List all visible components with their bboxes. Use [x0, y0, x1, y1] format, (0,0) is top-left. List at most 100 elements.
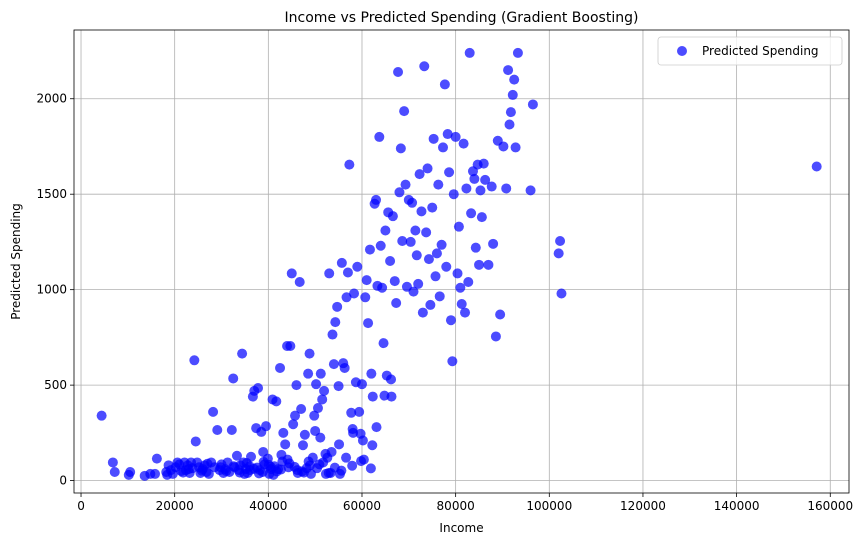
data-point	[333, 381, 344, 392]
data-point	[237, 348, 248, 359]
data-point	[228, 373, 239, 384]
data-point	[253, 382, 264, 393]
data-point	[512, 47, 523, 58]
chart-title: Income vs Predicted Spending (Gradient B…	[285, 10, 639, 26]
data-point	[387, 211, 398, 222]
data-point	[377, 282, 388, 293]
data-point	[297, 466, 308, 477]
data-point	[474, 259, 485, 270]
data-point	[196, 465, 207, 476]
data-point	[202, 458, 213, 469]
data-point	[490, 331, 501, 342]
data-point	[425, 299, 436, 310]
data-point	[309, 410, 320, 421]
x-tick-label: 60000	[343, 499, 381, 513]
data-point	[399, 106, 410, 117]
data-point	[349, 288, 360, 299]
data-point	[423, 254, 434, 265]
data-point	[461, 183, 472, 194]
data-point	[431, 248, 442, 259]
data-point	[286, 268, 297, 279]
data-point	[417, 307, 428, 318]
data-point	[330, 317, 341, 328]
data-point	[527, 99, 538, 110]
data-point	[504, 119, 515, 130]
legend-box	[657, 36, 843, 66]
x-tick-label: 140000	[714, 499, 760, 513]
data-point	[342, 267, 353, 278]
data-point	[289, 461, 300, 472]
data-point	[395, 143, 406, 154]
data-point	[507, 89, 518, 100]
data-point	[380, 225, 391, 236]
data-point	[263, 459, 274, 470]
data-point	[268, 469, 279, 480]
data-point	[438, 142, 449, 153]
data-point	[466, 208, 477, 219]
data-point	[299, 429, 310, 440]
data-point	[450, 131, 461, 142]
data-point	[356, 379, 367, 390]
data-point	[428, 133, 439, 144]
data-point	[509, 74, 520, 85]
data-point	[464, 47, 475, 58]
data-point	[391, 298, 402, 309]
y-tick-label: 500	[44, 378, 67, 392]
y-tick-label: 2000	[36, 92, 67, 106]
data-point	[303, 368, 314, 379]
data-point	[260, 421, 271, 432]
data-point	[386, 374, 397, 385]
data-point	[455, 282, 466, 293]
data-point	[408, 286, 419, 297]
data-point	[189, 355, 200, 366]
data-point	[460, 307, 471, 318]
data-point	[411, 250, 422, 261]
data-point	[280, 439, 291, 450]
data-point	[405, 236, 416, 247]
data-point	[320, 468, 331, 479]
x-tick-label: 100000	[526, 499, 572, 513]
data-point	[318, 457, 329, 468]
data-point	[96, 410, 107, 421]
data-point	[419, 61, 430, 72]
data-point	[436, 239, 447, 250]
data-point	[505, 107, 516, 118]
data-point	[378, 338, 389, 349]
data-point	[413, 278, 424, 289]
data-point	[315, 368, 326, 379]
data-point	[371, 194, 382, 205]
data-point	[469, 173, 480, 184]
data-point	[495, 309, 506, 320]
data-point	[291, 380, 302, 391]
data-point	[444, 167, 455, 178]
data-point	[221, 466, 232, 477]
data-point	[319, 385, 330, 396]
data-point	[360, 292, 371, 303]
data-point	[478, 158, 489, 169]
data-point	[486, 181, 497, 192]
data-point	[226, 424, 237, 435]
data-point	[470, 242, 481, 253]
data-point	[427, 202, 438, 213]
data-point	[231, 450, 242, 461]
data-point	[400, 179, 411, 190]
data-point	[433, 179, 444, 190]
data-point	[463, 277, 474, 288]
data-point	[303, 456, 314, 467]
data-point	[364, 244, 375, 255]
data-point	[317, 394, 328, 405]
data-point	[503, 65, 514, 76]
data-point	[410, 225, 421, 236]
data-point	[356, 456, 367, 467]
data-point	[421, 227, 432, 238]
data-point	[811, 161, 822, 172]
data-point	[416, 206, 427, 217]
data-point	[290, 410, 301, 421]
data-point	[348, 427, 359, 438]
plot-frame	[73, 29, 850, 494]
data-point	[366, 368, 377, 379]
data-point	[304, 348, 315, 359]
data-point	[275, 464, 286, 475]
data-point	[439, 79, 450, 90]
